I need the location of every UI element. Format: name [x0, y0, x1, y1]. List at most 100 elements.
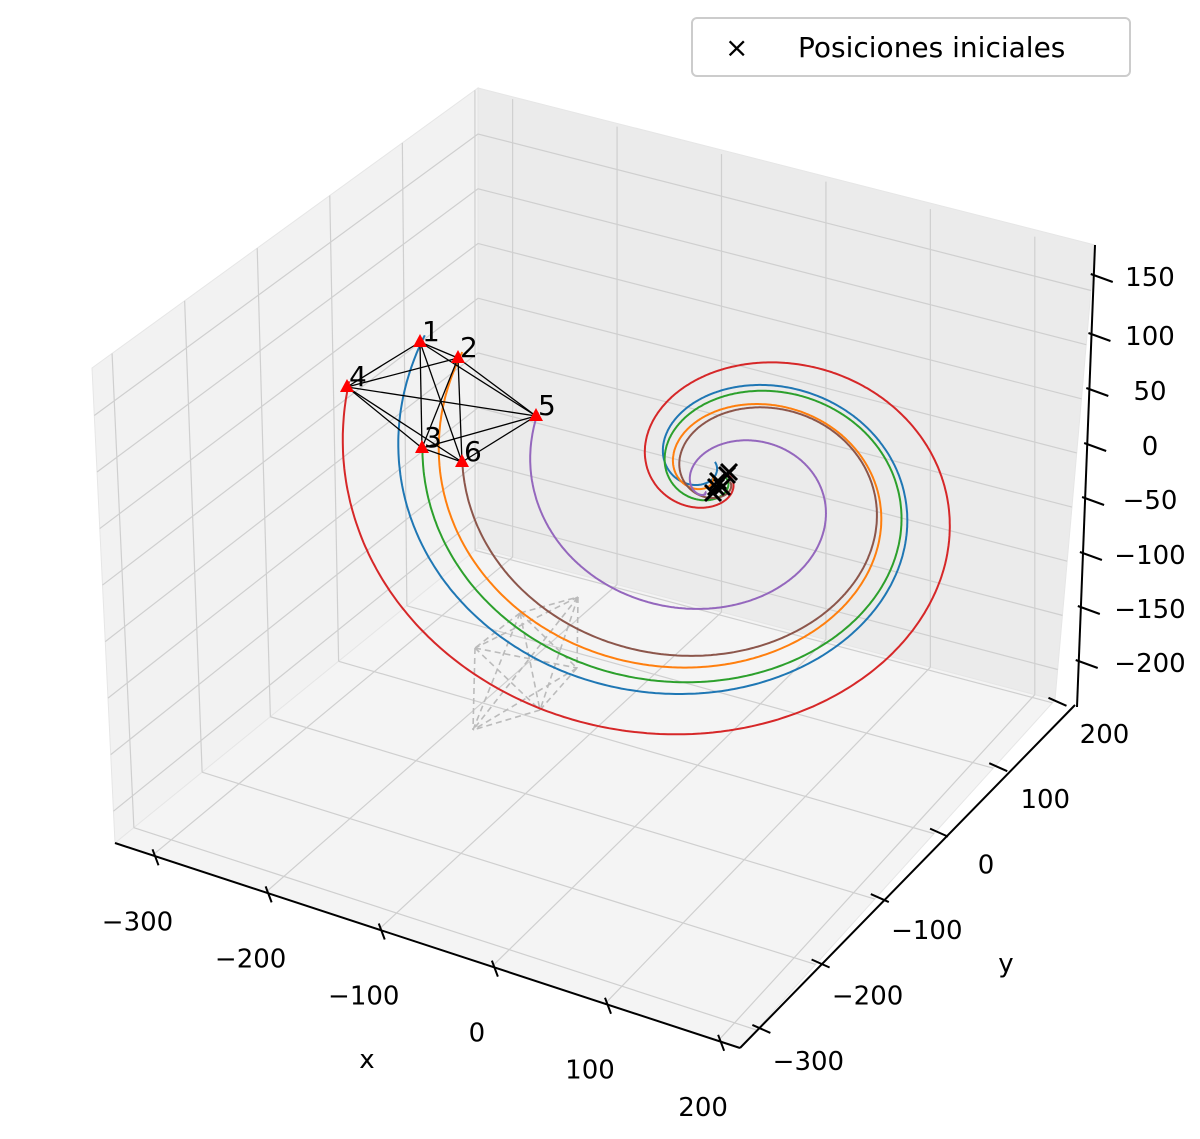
grid-left-y-2 — [256, 248, 271, 717]
point-label-1: 1 — [422, 315, 440, 348]
formation-edge-1 — [419, 341, 423, 449]
grid-z-5 — [99, 242, 1082, 530]
grid-floor-y-0 — [133, 827, 757, 1031]
formation-edge-2 — [346, 341, 421, 388]
z-tick-label-1: −150 — [1114, 595, 1185, 625]
grid-z-4 — [102, 297, 1077, 586]
grid-floor-x-5 — [717, 694, 1036, 1042]
z-tick-label-0: −200 — [1114, 649, 1185, 679]
initial-marker-4 — [712, 477, 732, 497]
z-tick-5 — [1085, 387, 1109, 397]
shadow-edge-0 — [519, 596, 579, 614]
point-label-2: 2 — [460, 331, 478, 364]
trajectories — [341, 334, 951, 736]
z-tick-label-4: 0 — [1142, 432, 1159, 462]
y-tick-4 — [988, 762, 1008, 773]
grid-floor-x-2 — [378, 611, 722, 930]
axes: −300 −200 −100 0 100 200 −300 −200 −100 0 100 200 −2… — [102, 244, 1186, 1123]
grid-floor-x-0 — [152, 556, 514, 856]
shadow-edge-11 — [472, 647, 476, 731]
x-tick-5 — [717, 1034, 726, 1052]
z-tick-6 — [1088, 332, 1111, 342]
formation-edge-12 — [346, 386, 537, 417]
shadow-edge-6 — [576, 596, 579, 669]
y-tick-5 — [1048, 696, 1067, 707]
formation-marker-3 — [415, 440, 429, 453]
legend-marker: × — [725, 31, 748, 64]
x-tick-label-2: −100 — [328, 982, 399, 1012]
y-tick-label-5: 200 — [1080, 720, 1130, 750]
formation-edge-9 — [346, 386, 423, 449]
shadow-edge-3 — [519, 612, 541, 711]
grid-z-3 — [104, 352, 1073, 643]
shadow-edge-8 — [472, 596, 579, 731]
grid-z-1 — [110, 461, 1063, 756]
x-tick-2 — [377, 923, 386, 940]
grid-floor-y-2 — [270, 716, 875, 900]
formation-marker-1 — [413, 334, 427, 347]
grid-z-6 — [96, 188, 1087, 473]
y-tick-label-2: −100 — [891, 916, 962, 946]
y-axis-label: y — [998, 949, 1013, 979]
legend-label: Posiciones iniciales — [798, 31, 1065, 64]
z-tick-label-6: 100 — [1125, 322, 1175, 352]
z-tick-label-2: −100 — [1114, 541, 1185, 571]
point-label-3: 3 — [424, 421, 442, 454]
trajectory-line-5 — [529, 412, 828, 610]
initial-marker-6 — [706, 477, 726, 497]
grid-floor-y-1 — [201, 771, 816, 966]
final-formation: 1 2 3 4 5 6 — [340, 315, 556, 468]
z-tick-label-3: −50 — [1123, 486, 1178, 516]
y-tick-1 — [811, 958, 831, 969]
shadow-edge-14 — [472, 709, 541, 731]
point-label-4: 4 — [349, 360, 367, 393]
y-tick-label-3: 0 — [978, 851, 995, 881]
formation-edge-11 — [421, 447, 463, 463]
formation-edge-0 — [419, 341, 459, 359]
y-tick-label-1: −200 — [832, 981, 903, 1011]
formation-marker-4 — [340, 379, 354, 392]
z-tick-1 — [1077, 605, 1101, 615]
x-tick-label-0: −300 — [102, 907, 173, 937]
y-tick-2 — [870, 893, 890, 903]
grid-floor-y-5 — [474, 549, 1053, 704]
formation-marker-6 — [455, 454, 469, 467]
initial-marker-5 — [719, 462, 739, 482]
grid-floor-y-3 — [338, 660, 935, 835]
z-tick-4 — [1083, 442, 1107, 452]
z-tick-0 — [1075, 659, 1099, 669]
trajectory-line-1 — [397, 334, 909, 695]
y-tick-3 — [929, 827, 949, 838]
grid-left-y-1 — [184, 300, 203, 773]
z-tick-label-5: 50 — [1133, 377, 1166, 407]
x-tick-label-4: 100 — [565, 1056, 615, 1086]
trajectory-line-3 — [421, 389, 903, 684]
x-tick-label-5: 200 — [678, 1093, 728, 1123]
z-tick-label-7: 150 — [1125, 263, 1175, 293]
y-tick-0 — [751, 1023, 771, 1034]
trajectory-line-4 — [341, 361, 951, 736]
grid-floor-x-3 — [491, 639, 827, 968]
grid-lines — [93, 90, 1092, 1042]
x-tick-label-1: −200 — [215, 944, 286, 974]
y-tick-label-4: 100 — [1020, 785, 1070, 815]
x-tick-label-3: 0 — [469, 1019, 486, 1049]
y-axis-line — [739, 704, 1076, 1049]
formation-shadow — [472, 596, 579, 731]
shadow-edge-13 — [472, 667, 578, 731]
point-label-6: 6 — [464, 435, 482, 468]
formation-edge-10 — [421, 415, 537, 449]
z-tick-7 — [1090, 273, 1114, 283]
initial-positions — [703, 462, 739, 503]
grid-left-y-4 — [401, 142, 408, 606]
x-tick-3 — [490, 960, 499, 977]
shadow-edge-10 — [474, 647, 541, 711]
shadow-edge-2 — [519, 612, 578, 669]
grid-left-y-3 — [329, 195, 340, 662]
grid-z-7 — [93, 133, 1092, 416]
legend: × Posiciones iniciales — [691, 17, 1131, 77]
formation-edge-5 — [421, 357, 459, 449]
x-axis-label: x — [359, 1045, 374, 1075]
trajectory-line-6 — [461, 406, 878, 657]
